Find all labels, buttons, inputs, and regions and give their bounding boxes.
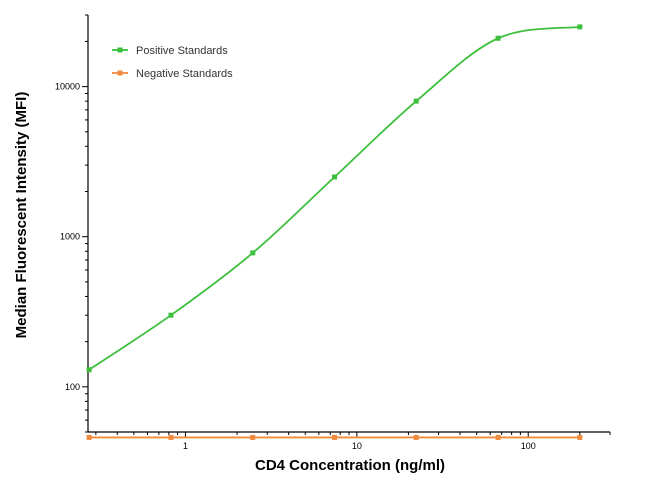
data-point: [86, 367, 92, 373]
legend: Positive Standards Negative Standards: [112, 45, 233, 80]
y-axis-title: Median Fluorescent Intensity (MFI): [13, 92, 30, 339]
data-point: [413, 98, 419, 104]
data-point: [495, 434, 501, 440]
data-point: [577, 434, 583, 440]
x-tick-label: 10: [352, 441, 362, 451]
data-point: [413, 434, 419, 440]
y-tick-label: 10000: [55, 82, 80, 92]
legend-swatch-marker: [117, 70, 123, 76]
data-point: [332, 434, 338, 440]
data-point: [332, 174, 338, 180]
data-point: [86, 434, 92, 440]
x-tick-label: 100: [521, 441, 536, 451]
data-point: [168, 434, 174, 440]
legend-label: Positive Standards: [136, 45, 228, 57]
data-point: [250, 434, 256, 440]
y-tick-label: 1000: [60, 232, 80, 242]
legend-swatch-marker: [117, 47, 123, 53]
axes: 100 1000 10000 1 10 100: [55, 14, 611, 451]
x-axis-title: CD4 Concentration (ng/ml): [255, 457, 445, 474]
legend-label: Negative Standards: [136, 68, 233, 80]
data-point: [495, 35, 501, 41]
y-tick-label: 100: [65, 382, 80, 392]
data-point: [250, 250, 256, 256]
data-point: [168, 312, 174, 318]
data-point: [577, 24, 583, 30]
x-tick-label: 1: [183, 441, 188, 451]
series-layer: [86, 24, 583, 440]
